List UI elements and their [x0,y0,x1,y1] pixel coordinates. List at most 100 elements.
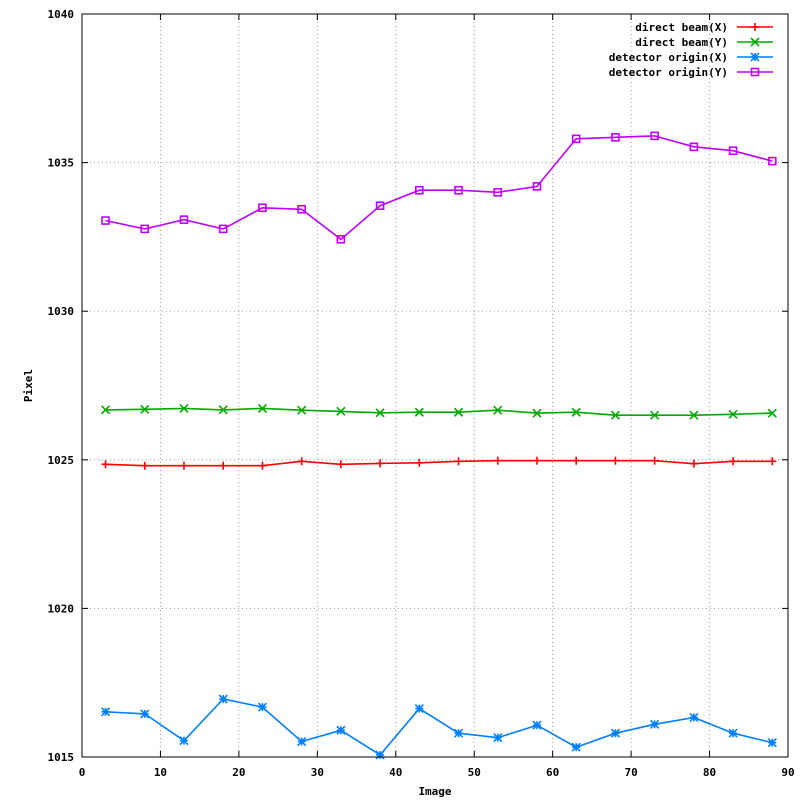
data-point [572,456,581,465]
data-point [610,728,620,738]
data-point [336,725,346,735]
x-tick-label: 70 [624,766,637,779]
data-point [376,459,385,468]
plot-frame [81,13,789,758]
data-point [689,410,699,420]
data-point [336,406,346,416]
series-detector-origin-x [100,694,777,760]
data-point [415,458,424,467]
data-point [415,185,424,195]
legend: direct beam(X) direct beam(Y) detector ori… [609,21,773,79]
series-direct-beam-x [101,456,777,470]
data-point [689,459,698,468]
data-point [728,728,738,738]
data-point [571,134,581,144]
data-point [140,404,150,414]
x-axis-ticks: 0 10 20 30 40 50 60 70 80 90 [79,14,795,779]
legend-marker [751,23,759,31]
legend-entry: direct beam(Y) [635,36,773,49]
y-tick-label: 1040 [48,8,75,21]
y-tick-label: 1015 [48,751,75,764]
legend-entry: detector origin(Y) [609,66,773,79]
data-point [650,410,660,420]
data-point [375,201,385,210]
x-tick-label: 30 [311,766,324,779]
series-line [105,407,773,417]
data-point [297,736,307,747]
series-line [105,135,773,241]
data-point [297,204,306,214]
x-tick-label: 40 [389,766,402,779]
data-point [689,142,699,152]
series-direct-beam-y [100,403,777,420]
x-tick-label: 0 [79,766,86,779]
data-point [100,405,111,415]
data-point [571,407,581,417]
data-point [218,405,228,415]
data-point [140,224,150,234]
data-point [453,407,464,417]
data-point [140,461,149,470]
data-point [532,408,542,418]
legend-marker [750,37,760,47]
data-point [728,146,738,156]
data-point [454,185,463,195]
data-point [414,407,424,417]
legend-label: direct beam(X) [635,21,728,34]
data-point [258,203,267,213]
series-line [105,698,773,756]
x-axis-label: Image [418,785,451,798]
data-point [532,456,541,465]
data-point [297,405,307,415]
legend-label: detector origin(Y) [609,66,728,79]
data-point [767,738,777,748]
x-tick-label: 10 [154,766,167,779]
data-point [493,188,503,197]
data-point [100,707,111,717]
data-point [610,410,620,420]
data-point [297,457,306,466]
legend-label: detector origin(X) [609,51,728,64]
legend-entry: detector origin(X) [609,51,773,64]
data-point [257,702,267,712]
data-point [218,224,228,234]
data-point [258,461,267,470]
y-tick-label: 1035 [48,157,75,170]
data-point [179,461,188,470]
data-point [650,719,660,729]
x-tick-label: 60 [546,766,559,779]
data-point [179,736,189,746]
data-point [375,750,385,760]
data-point [414,703,424,714]
series-layer [100,131,777,760]
data-point [728,409,738,419]
data-point [179,403,189,413]
data-point [336,234,346,244]
y-axis-ticks: 1015 1020 1025 1030 1035 1040 [48,8,788,764]
data-point [375,408,385,418]
data-point [454,457,463,466]
data-point [493,456,502,465]
data-point [101,460,110,469]
data-point [571,742,581,752]
data-point [611,133,620,142]
data-point [768,156,777,166]
data-point [767,408,777,418]
data-point [611,456,620,465]
data-point [532,182,542,191]
data-point [179,215,189,224]
data-point [493,405,503,415]
y-axis-label: Pixel [22,369,35,402]
data-point [219,461,228,470]
data-point [689,712,699,723]
data-point [257,403,267,413]
series-line [105,459,773,467]
data-point [532,720,542,730]
legend-marker [750,67,760,77]
x-tick-label: 50 [468,766,481,779]
x-tick-label: 90 [781,766,794,779]
y-tick-label: 1020 [48,602,75,615]
y-tick-label: 1025 [48,454,75,467]
data-point [453,728,464,738]
